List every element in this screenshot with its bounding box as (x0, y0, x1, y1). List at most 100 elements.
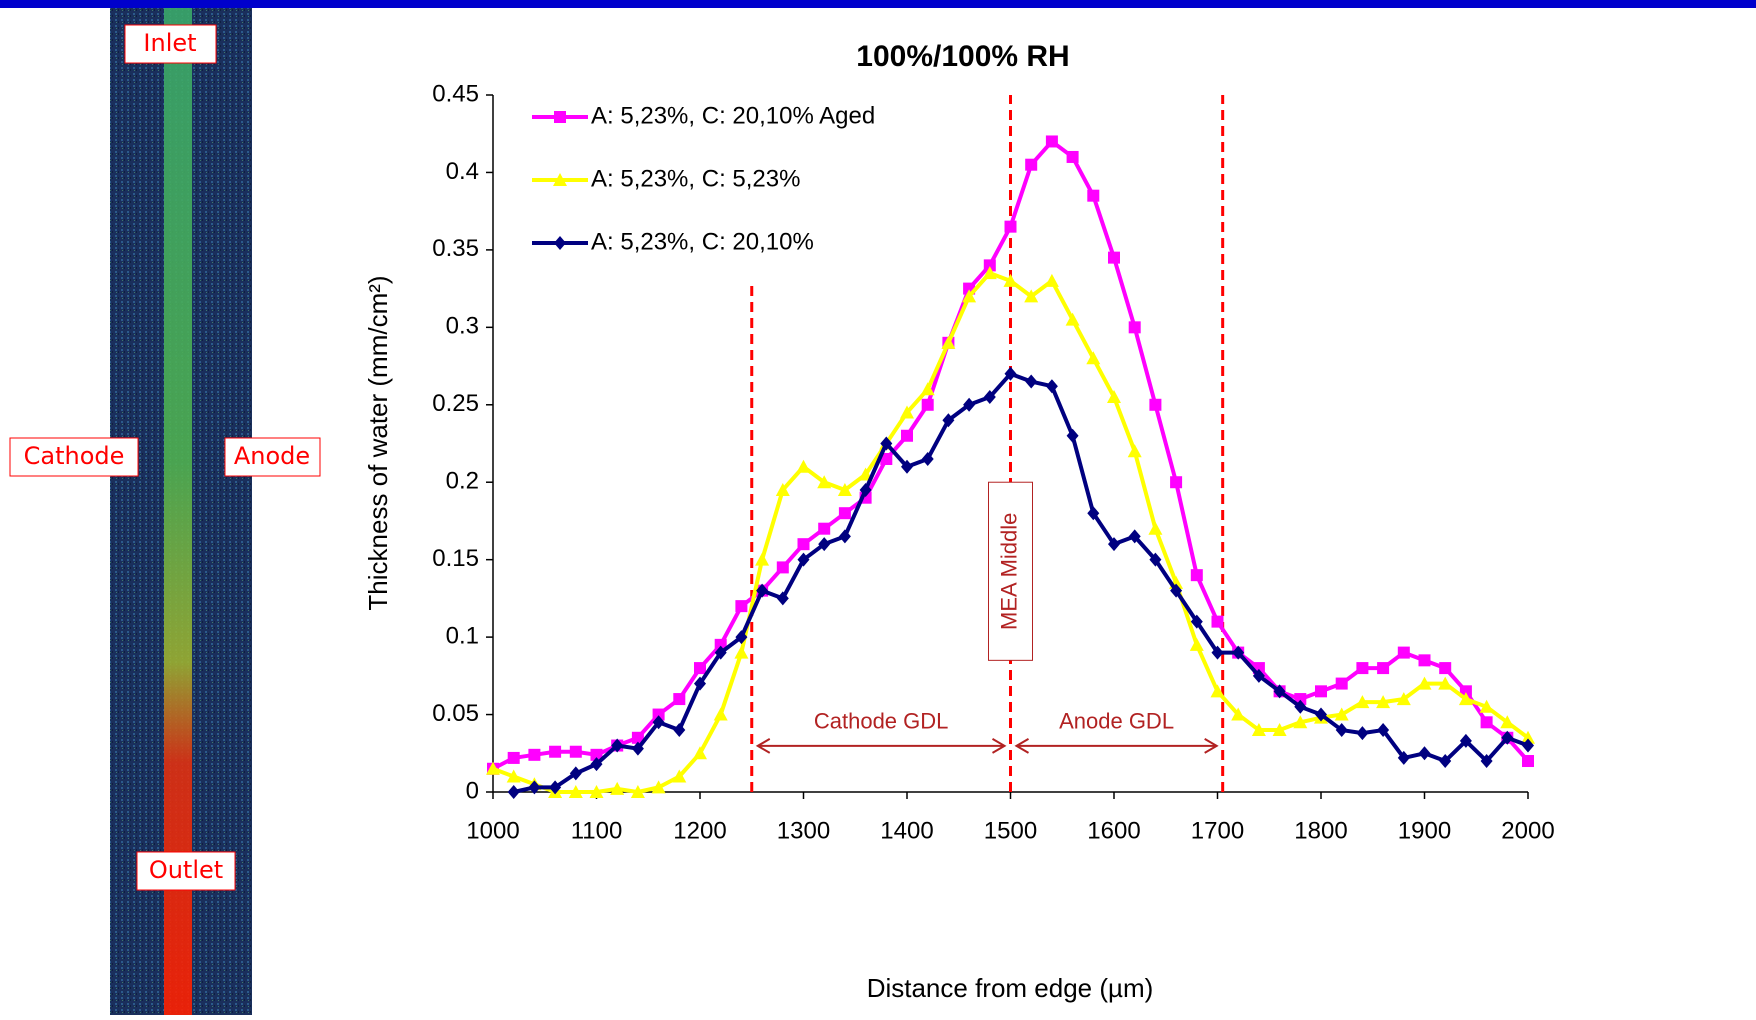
marker (528, 780, 541, 795)
image-water-band (164, 8, 192, 1015)
marker (1045, 379, 1058, 394)
marker (880, 436, 893, 451)
marker (1315, 707, 1327, 722)
label-box (124, 24, 217, 64)
marker (817, 475, 832, 489)
marker (1294, 693, 1307, 706)
marker (776, 591, 789, 606)
marker (1439, 754, 1452, 769)
marker (901, 429, 913, 442)
marker (1335, 677, 1348, 690)
x-axis-title: Distance from edge (µm) (867, 973, 1154, 1003)
marker (652, 715, 665, 730)
marker (735, 630, 748, 645)
marker (920, 382, 935, 396)
marker (694, 662, 706, 675)
marker (1190, 614, 1203, 629)
marker (1459, 685, 1472, 698)
outlet-label: Outlet (149, 856, 223, 884)
marker (1211, 615, 1224, 628)
anode-label: Anode (234, 442, 310, 470)
legend-marker (554, 236, 566, 250)
legend-label: A: 5,23%, C: 20,10% (591, 228, 814, 255)
marker (1025, 158, 1038, 171)
x-tick-label: 1200 (673, 817, 726, 844)
marker (1108, 251, 1120, 264)
marker (672, 769, 687, 783)
y-tick-label: 0.45 (432, 80, 479, 107)
marker (941, 335, 956, 349)
marker (1273, 684, 1286, 699)
marker (983, 390, 996, 405)
marker (734, 645, 749, 659)
marker (755, 552, 770, 566)
marker (590, 757, 603, 772)
marker (507, 785, 520, 799)
marker (1065, 312, 1080, 326)
image-panel: Inlet Cathode Anode Outlet (9, 8, 321, 1015)
legend-marker (553, 173, 567, 186)
marker (1417, 676, 1432, 690)
y-tick-label: 0 (466, 777, 479, 804)
legend-label: A: 5,23%, C: 20,10% Aged (591, 102, 875, 129)
marker (1210, 684, 1225, 698)
y-tick-label: 0.05 (432, 700, 479, 727)
marker (610, 781, 625, 795)
marker (1170, 476, 1183, 489)
label-box (136, 851, 236, 891)
legend-marker (554, 111, 566, 123)
marker (963, 397, 976, 412)
x-tick-label: 1300 (777, 817, 830, 844)
marker (982, 266, 997, 280)
marker (1397, 646, 1410, 659)
marker (1148, 521, 1163, 535)
marker (1501, 730, 1514, 745)
marker (1522, 755, 1534, 768)
y-tick-label: 0.35 (432, 235, 479, 262)
marker (901, 459, 913, 474)
series: A: 5,23%, C: 20,10% (507, 228, 1534, 799)
marker (693, 746, 707, 760)
marker (942, 413, 955, 428)
marker (1004, 366, 1017, 381)
marker (1397, 750, 1410, 765)
marker (1044, 273, 1059, 287)
marker (673, 723, 686, 738)
marker (1377, 662, 1390, 675)
marker (1128, 529, 1141, 544)
marker (1418, 654, 1431, 667)
marker (506, 769, 521, 783)
y-tick-label: 0.25 (432, 390, 479, 417)
marker (1396, 692, 1411, 706)
marker (714, 645, 727, 660)
y-tick-label: 0.2 (446, 468, 479, 495)
marker (630, 785, 645, 798)
annotation-text: MEA Middle (996, 513, 1021, 630)
label-box (9, 437, 139, 477)
series: A: 5,23%, C: 20,10% Aged (487, 102, 1534, 775)
x-tick-label: 1100 (571, 817, 623, 844)
marker (796, 459, 811, 473)
marker (1356, 662, 1369, 675)
top-bar (0, 0, 1756, 8)
marker (1127, 444, 1142, 458)
marker (1459, 733, 1472, 748)
marker (1500, 715, 1515, 729)
marker (1252, 668, 1265, 683)
marker (1479, 699, 1494, 713)
x-tick-label: 2000 (1501, 817, 1554, 844)
marker (1149, 552, 1162, 567)
arrow-head (1204, 738, 1219, 754)
marker (1418, 746, 1431, 761)
marker (1355, 695, 1370, 709)
marker (1294, 699, 1307, 714)
marker (1251, 723, 1266, 737)
x-tick-label: 1700 (1191, 817, 1244, 844)
marker (1086, 351, 1101, 365)
marker (1025, 374, 1038, 389)
marker (1439, 662, 1452, 675)
marker (1458, 692, 1473, 706)
marker (1231, 707, 1246, 721)
marker (1377, 723, 1390, 738)
marker (1045, 135, 1058, 148)
